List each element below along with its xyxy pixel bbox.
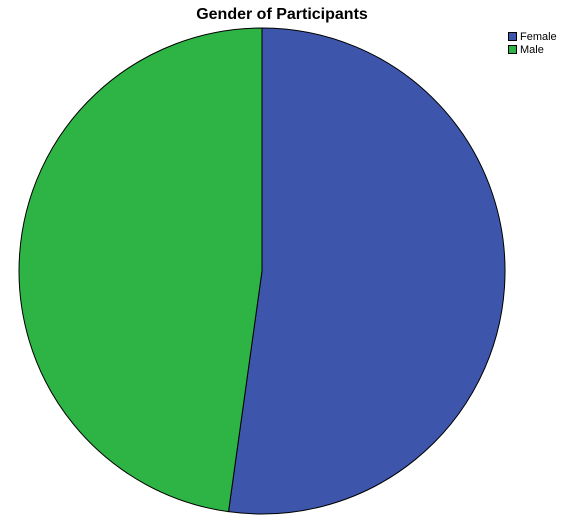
legend-swatch-male bbox=[508, 45, 517, 54]
pie-slice-female bbox=[227, 27, 506, 515]
pie-slice-male bbox=[18, 27, 263, 513]
legend-label-female: Female bbox=[520, 30, 557, 43]
chart-legend: Female Male bbox=[508, 30, 557, 56]
legend-swatch-female bbox=[508, 32, 517, 41]
legend-item-female: Female bbox=[508, 30, 557, 43]
chart-title: Gender of Participants bbox=[196, 6, 368, 23]
legend-item-male: Male bbox=[508, 43, 557, 56]
legend-label-male: Male bbox=[520, 43, 544, 56]
